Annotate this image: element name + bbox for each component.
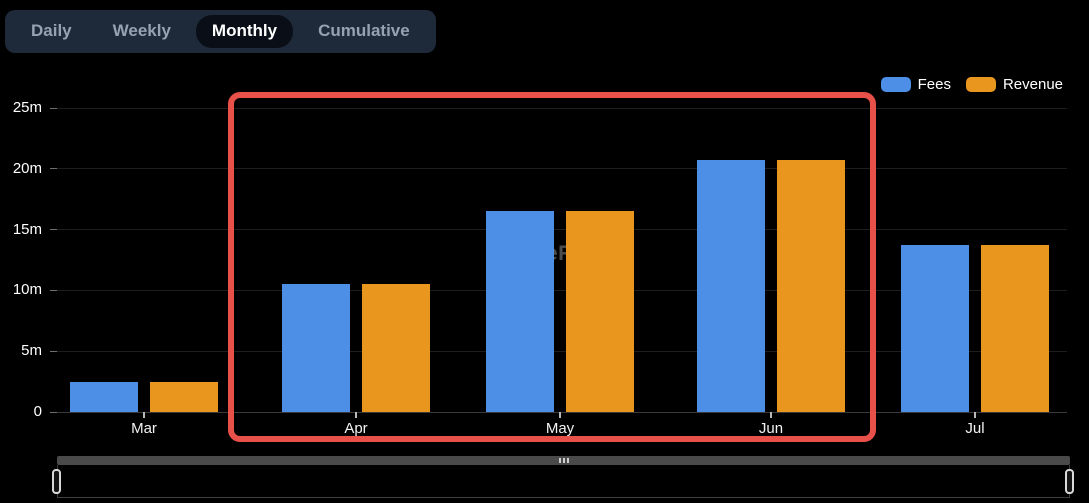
bar-fees-mar[interactable] bbox=[70, 381, 138, 412]
bar-revenue-jun[interactable] bbox=[777, 160, 845, 412]
legend-label: Revenue bbox=[1002, 76, 1063, 93]
x-axis-label: Apr bbox=[344, 420, 368, 437]
datazoom-left-handle[interactable] bbox=[52, 469, 61, 494]
y-axis-label: 25m bbox=[12, 99, 42, 116]
gridline bbox=[57, 168, 1067, 170]
tab-daily[interactable]: Daily bbox=[15, 15, 88, 48]
x-axis-tick bbox=[559, 412, 561, 418]
y-axis-label: 0 bbox=[33, 403, 42, 420]
bar-revenue-jul[interactable] bbox=[981, 245, 1049, 412]
chart-legend: Fees Revenue bbox=[880, 76, 1063, 93]
gridline bbox=[57, 107, 1067, 109]
y-axis-tick bbox=[50, 411, 57, 413]
legend-label: Fees bbox=[917, 76, 951, 93]
bar-revenue-may[interactable] bbox=[566, 211, 634, 412]
y-axis-tick bbox=[50, 229, 57, 231]
legend-swatch-icon bbox=[965, 77, 996, 92]
x-axis-label: May bbox=[545, 420, 575, 437]
y-axis-tick bbox=[50, 350, 57, 352]
bar-fees-may[interactable] bbox=[486, 211, 554, 412]
bar-revenue-apr[interactable] bbox=[362, 284, 430, 412]
gridline bbox=[57, 289, 1067, 291]
y-axis-label: 15m bbox=[12, 220, 42, 238]
y-axis-tick bbox=[50, 107, 57, 109]
y-axis-tick bbox=[50, 289, 57, 291]
bar-fees-apr[interactable] bbox=[282, 284, 350, 412]
timeframe-tabs: Daily Weekly Monthly Cumulative bbox=[5, 10, 436, 53]
datazoom-right-handle[interactable] bbox=[1065, 469, 1074, 494]
datazoom-track[interactable] bbox=[57, 465, 1070, 498]
x-axis-tick bbox=[770, 412, 772, 418]
tab-monthly[interactable]: Monthly bbox=[195, 15, 294, 48]
x-axis-label: Jun bbox=[758, 420, 784, 437]
y-axis-label: 5m bbox=[21, 342, 42, 360]
x-axis-label: Mar bbox=[131, 420, 157, 437]
drag-grip-icon[interactable] bbox=[558, 458, 569, 463]
x-axis-tick bbox=[143, 412, 145, 418]
y-axis-tick bbox=[50, 168, 57, 170]
tab-weekly[interactable]: Weekly bbox=[97, 15, 187, 48]
x-axis-tick bbox=[974, 412, 976, 418]
legend-swatch-icon bbox=[880, 77, 911, 92]
x-axis-tick bbox=[355, 412, 357, 418]
x-axis-line bbox=[57, 411, 1067, 413]
datazoom-move-bar[interactable] bbox=[57, 456, 1070, 465]
gridline bbox=[57, 350, 1067, 352]
gridline bbox=[57, 229, 1067, 231]
bar-revenue-mar[interactable] bbox=[150, 381, 218, 412]
legend-item-revenue[interactable]: Revenue bbox=[965, 76, 1063, 93]
y-axis-label: 10m bbox=[12, 281, 42, 299]
legend-item-fees[interactable]: Fees bbox=[880, 76, 951, 93]
y-axis-label: 20m bbox=[12, 159, 42, 177]
x-axis-label: Jul bbox=[965, 420, 985, 437]
bar-fees-jun[interactable] bbox=[697, 160, 765, 412]
tab-cumulative[interactable]: Cumulative bbox=[302, 15, 426, 48]
bar-fees-jul[interactable] bbox=[901, 245, 969, 412]
